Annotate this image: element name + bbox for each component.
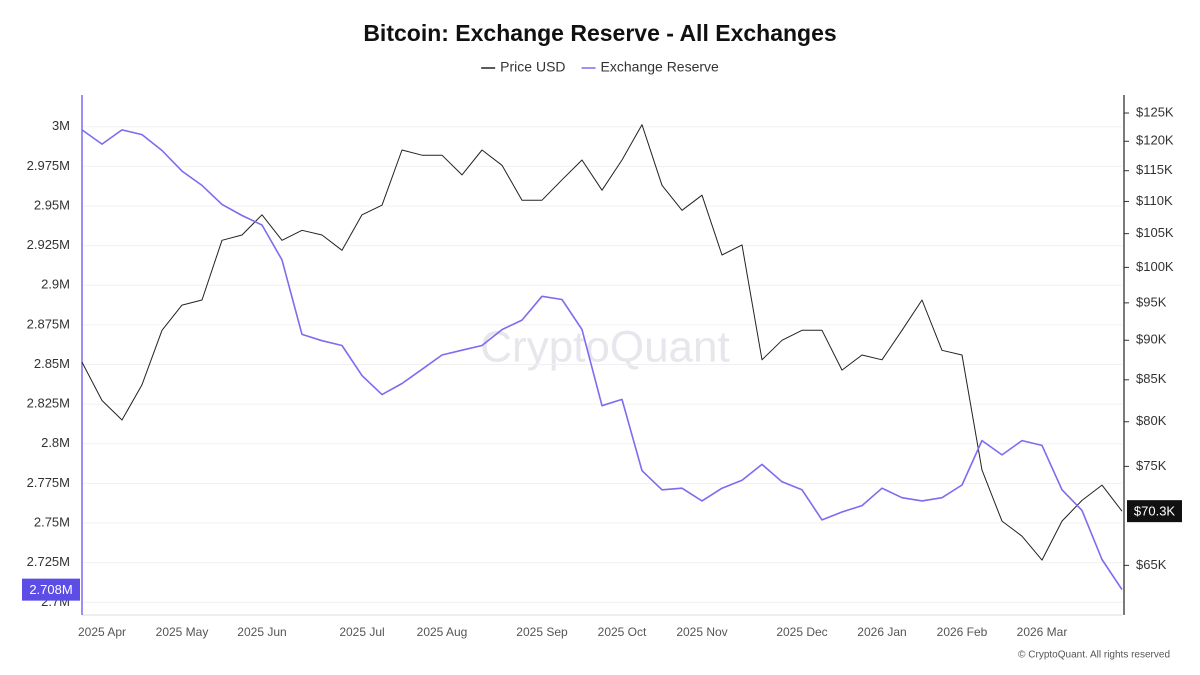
y-tick-label: 2.875M bbox=[27, 316, 70, 331]
x-tick-label: 2025 Apr bbox=[78, 625, 126, 639]
y2-tick-label: $120K bbox=[1136, 133, 1174, 148]
x-tick-label: 2025 Sep bbox=[516, 625, 568, 639]
x-tick-label: 2025 Aug bbox=[417, 625, 468, 639]
source-note: © CryptoQuant. All rights reserved bbox=[1018, 650, 1170, 661]
watermark: CryptoQuant bbox=[480, 323, 729, 372]
y2-tick-label: $80K bbox=[1136, 413, 1167, 428]
y-tick-label: 2.75M bbox=[34, 514, 70, 529]
value-label-box bbox=[1127, 500, 1182, 523]
x-tick-label: 2026 Jan bbox=[857, 625, 906, 639]
x-tick-label: 2025 May bbox=[156, 625, 209, 639]
y-tick-label: 2.9M bbox=[41, 277, 70, 292]
chart-title: Bitcoin: Exchange Reserve - All Exchange… bbox=[363, 20, 836, 46]
legend: Price USD Exchange Reserve bbox=[481, 59, 719, 75]
y-tick-label: 2.975M bbox=[27, 158, 70, 173]
y2-tick-label: $90K bbox=[1136, 332, 1167, 347]
legend-label: Exchange Reserve bbox=[601, 59, 720, 75]
value-label-text: $70.3K bbox=[1134, 504, 1176, 519]
y2-tick-label: $75K bbox=[1136, 458, 1167, 473]
y2-tick-label: $65K bbox=[1136, 557, 1167, 572]
y2-tick-label: $95K bbox=[1136, 294, 1167, 309]
y-tick-label: 2.825M bbox=[27, 396, 70, 411]
y2-tick-label: $110K bbox=[1136, 193, 1173, 208]
y-tick-label: 2.8M bbox=[41, 435, 70, 450]
series-line bbox=[81, 129, 1123, 591]
y-tick-label: 2.775M bbox=[27, 475, 70, 490]
y-tick-label: 3M bbox=[52, 118, 70, 133]
y-tick-label: 2.95M bbox=[34, 197, 70, 212]
y-tick-label: 2.925M bbox=[27, 237, 70, 252]
y-tick-label: 2.85M bbox=[34, 356, 70, 371]
value-label: $70.3K bbox=[1127, 500, 1182, 523]
legend-label: Price USD bbox=[500, 59, 565, 75]
y2-tick-label: $105K bbox=[1136, 225, 1174, 240]
y2-tick-label: $115K bbox=[1136, 162, 1173, 177]
y2-tick-label: $125K bbox=[1136, 104, 1174, 119]
value-label-box bbox=[22, 578, 80, 601]
x-tick-label: 2026 Mar bbox=[1017, 625, 1068, 639]
x-tick-label: 2025 Nov bbox=[676, 625, 727, 639]
x-tick-label: 2026 Feb bbox=[937, 625, 988, 639]
value-label-text: 2.708M bbox=[29, 582, 72, 597]
x-tick-label: 2025 Jun bbox=[237, 625, 286, 639]
x-tick-label: 2025 Oct bbox=[598, 625, 647, 639]
value-label: 2.708M bbox=[22, 578, 80, 601]
y2-tick-label: $85K bbox=[1136, 371, 1167, 386]
x-tick-label: 2025 Dec bbox=[776, 625, 827, 639]
y-tick-label: 2.725M bbox=[27, 554, 70, 569]
x-tick-label: 2025 Jul bbox=[339, 625, 384, 639]
y2-tick-label: $100K bbox=[1136, 259, 1174, 274]
